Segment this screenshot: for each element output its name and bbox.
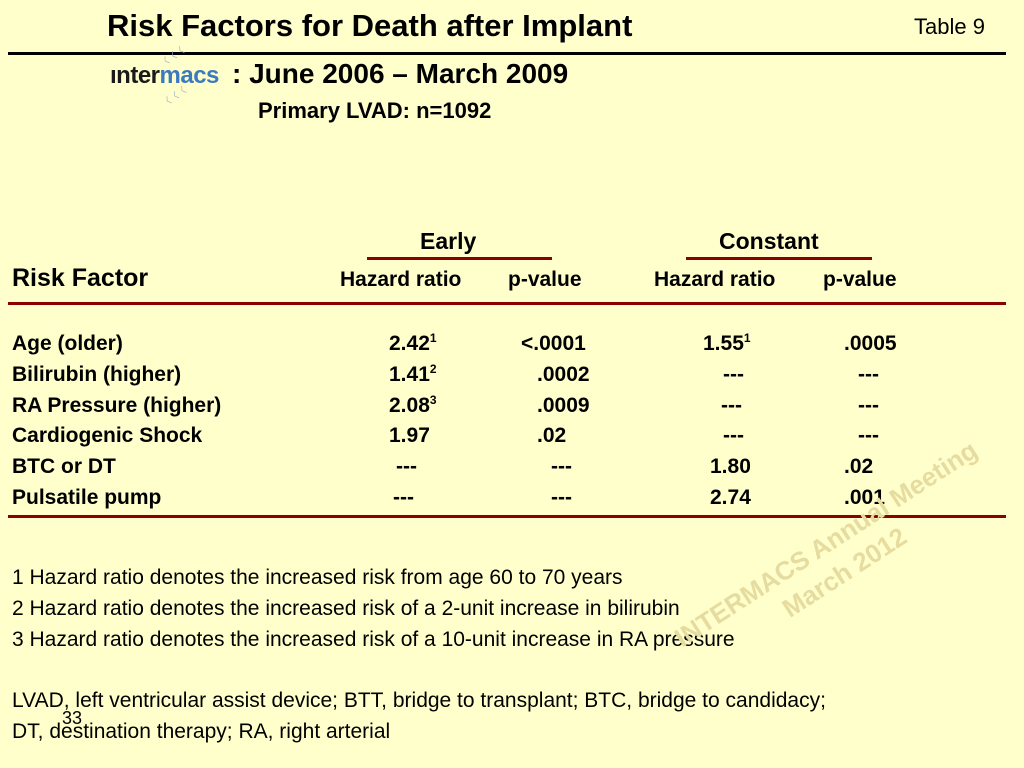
group-underline-constant [686, 257, 872, 260]
table-label: Table 9 [914, 14, 985, 39]
group-header-early: Early [420, 228, 477, 254]
row-factor: Pulsatile pump [12, 486, 162, 509]
row-early-hr: --- [396, 455, 417, 478]
slide-title: Risk Factors for Death after Implant [107, 8, 633, 43]
row-early-hr: 2.083 [389, 393, 437, 417]
title-divider [8, 52, 1006, 55]
abbreviations-line-2: DT, destination therapy; RA, right arter… [12, 720, 391, 743]
row-constant-hr: --- [723, 363, 744, 386]
row-factor: BTC or DT [12, 455, 116, 478]
group-underline-early [367, 257, 552, 260]
table-bottom-rule [8, 515, 1006, 518]
table-header-rule [8, 302, 1006, 305]
row-constant-hr: --- [721, 394, 742, 417]
row-constant-p: --- [858, 394, 879, 417]
row-factor: Age (older) [12, 332, 123, 355]
row-constant-p: .0005 [844, 332, 897, 355]
logo-text-inter: ınter [110, 62, 160, 89]
col-header-early-p: p-value [508, 268, 582, 291]
date-range-subtitle: : June 2006 – March 2009 [232, 58, 569, 89]
row-early-hr: 2.421 [389, 331, 437, 355]
row-early-p: <.0001 [521, 332, 586, 355]
abbreviations-line-1: LVAD, left ventricular assist device; BT… [12, 689, 826, 712]
col-header-constant-hr: Hazard ratio [654, 268, 776, 291]
row-early-hr: 1.97 [389, 424, 430, 447]
row-early-p: --- [551, 486, 572, 509]
row-factor: RA Pressure (higher) [12, 394, 222, 417]
risk-factor-header: Risk Factor [12, 264, 149, 292]
row-factor: Bilirubin (higher) [12, 363, 182, 386]
row-constant-hr: --- [723, 424, 744, 447]
col-header-early-hr: Hazard ratio [340, 268, 462, 291]
row-constant-p: .001 [844, 486, 885, 509]
row-early-hr: 1.412 [389, 362, 437, 386]
row-early-p: .0009 [537, 394, 590, 417]
footnote-1: 1 Hazard ratio denotes the increased ris… [12, 566, 623, 589]
group-header-constant: Constant [719, 228, 819, 254]
row-constant-hr: 2.74 [710, 486, 751, 509]
row-constant-p: .02 [844, 455, 874, 478]
page-number: 33 [62, 708, 83, 728]
row-early-p: .0002 [537, 363, 590, 386]
row-constant-hr: 1.80 [710, 455, 751, 478]
logo-text-macs: macs [159, 62, 220, 89]
row-constant-p: --- [858, 363, 879, 386]
row-factor: Cardiogenic Shock [12, 424, 203, 447]
row-constant-hr: 1.551 [703, 331, 751, 355]
intermacs-logo: ıntermacs [110, 62, 219, 90]
row-early-p: --- [551, 455, 572, 478]
footnote-3: 3 Hazard ratio denotes the increased ris… [12, 628, 735, 651]
row-constant-p: --- [858, 424, 879, 447]
cohort-subtitle: Primary LVAD: n=1092 [258, 98, 492, 123]
col-header-constant-p: p-value [823, 268, 897, 291]
row-early-p: .02 [537, 424, 567, 447]
footnote-2: 2 Hazard ratio denotes the increased ris… [12, 597, 680, 620]
row-early-hr: --- [393, 486, 414, 509]
